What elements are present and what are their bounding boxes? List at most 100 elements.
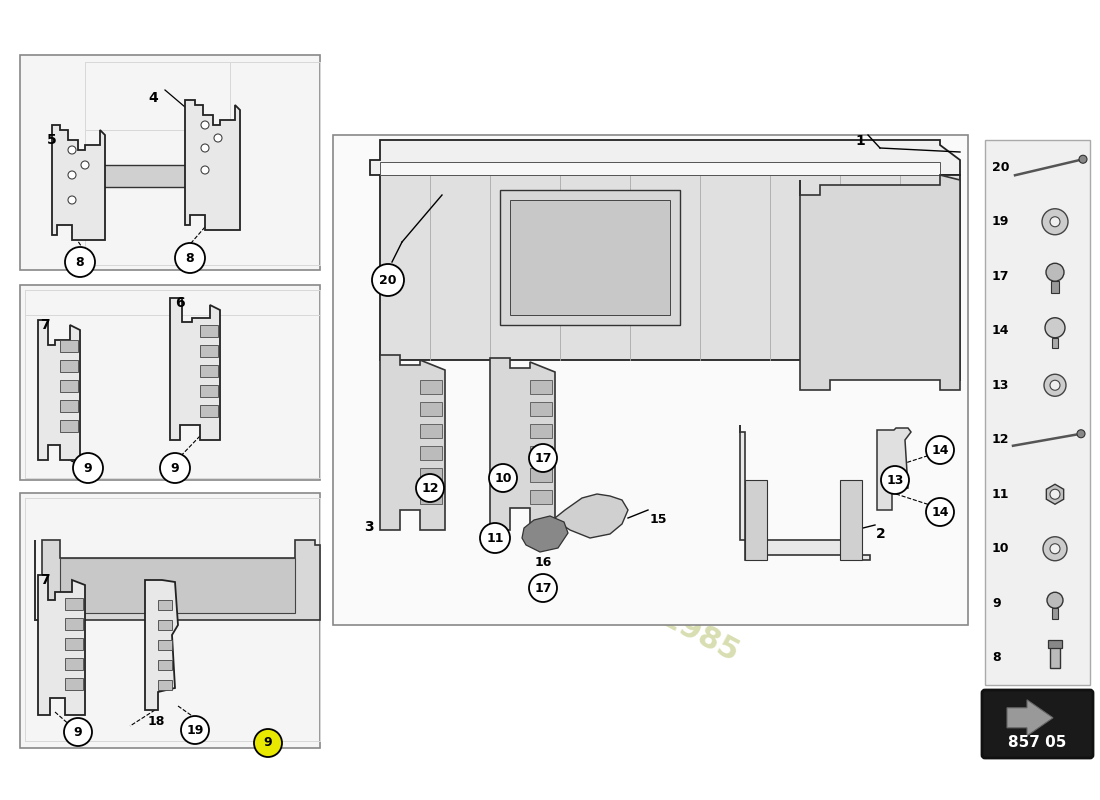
Bar <box>840 480 862 560</box>
Text: 8: 8 <box>992 651 1001 664</box>
Polygon shape <box>740 425 870 560</box>
Circle shape <box>160 453 190 483</box>
Bar <box>200 405 218 417</box>
Circle shape <box>81 161 89 169</box>
Bar <box>20 55 320 270</box>
Bar <box>420 380 442 394</box>
Bar <box>530 380 552 394</box>
Bar <box>60 360 78 372</box>
Bar <box>530 402 552 416</box>
Bar <box>1050 646 1060 668</box>
Polygon shape <box>35 540 320 620</box>
Circle shape <box>881 466 909 494</box>
Text: 17: 17 <box>535 582 552 594</box>
Bar <box>158 660 172 670</box>
Bar <box>72 165 205 187</box>
Polygon shape <box>1046 484 1064 504</box>
Circle shape <box>182 716 209 744</box>
Circle shape <box>201 121 209 129</box>
Circle shape <box>64 718 92 746</box>
Bar <box>200 365 218 377</box>
Text: 3: 3 <box>364 520 374 534</box>
Circle shape <box>1042 209 1068 234</box>
Polygon shape <box>490 358 556 530</box>
Bar <box>1052 338 1058 348</box>
Bar <box>984 140 1090 685</box>
Bar <box>60 558 295 613</box>
Circle shape <box>480 523 510 553</box>
Bar <box>200 345 218 357</box>
Text: 9: 9 <box>264 737 273 750</box>
Text: 20: 20 <box>379 274 397 286</box>
Text: 19: 19 <box>992 215 1010 228</box>
Bar <box>200 325 218 337</box>
Polygon shape <box>379 355 446 530</box>
Polygon shape <box>1006 700 1053 736</box>
Polygon shape <box>877 428 911 510</box>
Polygon shape <box>522 516 568 552</box>
Text: 14: 14 <box>992 324 1010 338</box>
Circle shape <box>68 196 76 204</box>
Circle shape <box>1050 490 1060 499</box>
Bar <box>420 402 442 416</box>
Text: 9: 9 <box>74 726 82 738</box>
Polygon shape <box>52 125 104 240</box>
Circle shape <box>1044 374 1066 396</box>
Text: 8: 8 <box>76 255 85 269</box>
Bar <box>420 490 442 504</box>
Bar <box>1052 608 1058 619</box>
Circle shape <box>1050 544 1060 554</box>
Bar <box>530 490 552 504</box>
Bar <box>65 678 82 690</box>
Bar <box>510 200 670 315</box>
Text: 7: 7 <box>40 318 49 332</box>
Polygon shape <box>556 494 628 538</box>
Circle shape <box>926 498 954 526</box>
Bar <box>530 468 552 482</box>
Bar <box>65 658 82 670</box>
Text: 857 05: 857 05 <box>1009 735 1067 750</box>
Polygon shape <box>185 100 240 230</box>
Text: 10: 10 <box>494 471 512 485</box>
FancyBboxPatch shape <box>982 690 1093 758</box>
Polygon shape <box>800 175 960 390</box>
Bar <box>420 468 442 482</box>
Text: 885: 885 <box>822 210 868 230</box>
Bar <box>200 385 218 397</box>
Polygon shape <box>379 175 960 380</box>
Polygon shape <box>170 298 220 440</box>
Text: eurocartec: eurocartec <box>715 161 884 189</box>
Text: 15: 15 <box>650 513 668 526</box>
Bar <box>65 598 82 610</box>
Bar <box>1048 640 1062 648</box>
Bar <box>158 640 172 650</box>
Bar <box>530 424 552 438</box>
Circle shape <box>1047 592 1063 608</box>
Bar <box>20 285 320 480</box>
Bar <box>333 135 968 625</box>
Circle shape <box>1043 537 1067 561</box>
Circle shape <box>201 166 209 174</box>
Circle shape <box>201 144 209 152</box>
Text: 11: 11 <box>486 531 504 545</box>
Circle shape <box>175 243 205 273</box>
Circle shape <box>1045 318 1065 338</box>
Circle shape <box>1079 155 1087 163</box>
Bar <box>60 380 78 392</box>
Text: 2: 2 <box>876 527 886 541</box>
Bar <box>745 480 767 560</box>
Bar <box>420 424 442 438</box>
Bar <box>158 620 172 630</box>
Polygon shape <box>370 140 960 175</box>
Bar <box>20 493 320 748</box>
Circle shape <box>73 453 103 483</box>
Text: 18: 18 <box>148 715 165 728</box>
Bar <box>158 680 172 690</box>
Circle shape <box>65 247 95 277</box>
Bar <box>65 618 82 630</box>
Text: 14: 14 <box>932 506 948 518</box>
Text: 8: 8 <box>186 251 195 265</box>
Text: 19: 19 <box>186 723 204 737</box>
Bar <box>60 340 78 352</box>
Circle shape <box>214 134 222 142</box>
